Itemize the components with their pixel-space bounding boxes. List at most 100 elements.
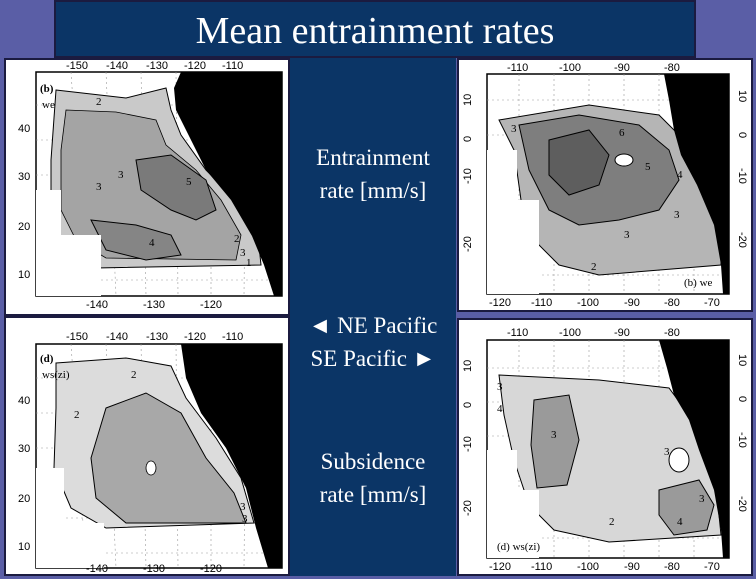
slide-title: Mean entrainment rates bbox=[54, 0, 696, 58]
tick-label: 30 bbox=[18, 171, 30, 183]
tick-label: -70 bbox=[704, 561, 720, 573]
tick-label: -140 bbox=[106, 60, 128, 72]
contour-label: 2 bbox=[74, 409, 80, 421]
tick-label: -20 bbox=[736, 496, 748, 512]
panel-label: (b) bbox=[40, 83, 54, 95]
tick-label: 20 bbox=[18, 221, 30, 233]
ne-entrainment-map-panel: 2 3 3 4 5 2 3 1 (b) we -150 -140 -130 -1… bbox=[4, 58, 290, 316]
tick-label: 30 bbox=[271, 180, 283, 192]
tick-label: 40 bbox=[18, 123, 30, 135]
contour-label: 3 bbox=[664, 446, 670, 458]
tick-label: 10 bbox=[271, 550, 283, 562]
center-panel bbox=[290, 58, 456, 576]
tick-label: 20 bbox=[271, 502, 283, 514]
tick-label: 10 bbox=[18, 269, 30, 281]
tick-label: -130 bbox=[143, 299, 165, 311]
contour-label: 4 bbox=[497, 403, 503, 415]
tick-label: -100 bbox=[577, 561, 599, 573]
contour-label: 3 bbox=[624, 229, 630, 241]
subsidence-caption-line2: rate [mm/s] bbox=[319, 482, 427, 507]
tick-label: 10 bbox=[18, 541, 30, 553]
contour-label: 6 bbox=[619, 127, 625, 139]
tick-label: -120 bbox=[200, 563, 222, 574]
tick-label: -10 bbox=[736, 168, 748, 184]
tick-label: -80 bbox=[664, 561, 680, 573]
tick-label: 30 bbox=[271, 452, 283, 464]
contour-label: 3 bbox=[674, 209, 680, 221]
tick-label: -100 bbox=[559, 327, 581, 339]
se-subsidence-map-panel: 3 4 3 3 2 3 4 (d) ws(zi) -110 -100 -90 -… bbox=[457, 318, 753, 576]
tick-label: -120 bbox=[184, 331, 206, 343]
ne-top-contour-labels: 2 3 3 4 5 2 3 1 bbox=[96, 96, 252, 269]
tick-label: -90 bbox=[614, 327, 630, 339]
tick-label: -100 bbox=[577, 297, 599, 309]
contour-label: 3 bbox=[240, 247, 246, 259]
tick-label: -130 bbox=[143, 563, 165, 574]
tick-label: -110 bbox=[222, 331, 243, 343]
panel-sublabel: ws(zi) bbox=[42, 369, 70, 381]
subsidence-caption-line1: Subsidence bbox=[320, 449, 426, 474]
tick-label: 10 bbox=[736, 354, 748, 366]
contour-label: 3 bbox=[96, 181, 102, 193]
contour-label: 3 bbox=[699, 493, 705, 505]
tick-label: 20 bbox=[271, 230, 283, 242]
tick-label: -110 bbox=[507, 327, 528, 339]
ne-subsidence-map-panel: 2 2 3 3 (d) ws(zi) -150 -140 -130 -120 -… bbox=[4, 316, 290, 576]
panel-label: (d) ws(zi) bbox=[497, 541, 540, 553]
contour-label: 3 bbox=[242, 513, 248, 525]
tick-label: -150 bbox=[66, 331, 88, 343]
tick-label: -130 bbox=[146, 60, 168, 72]
tick-label: 10 bbox=[271, 278, 283, 290]
tick-label: -20 bbox=[736, 232, 748, 248]
contour-label: 3 bbox=[551, 429, 557, 441]
tick-label: -140 bbox=[106, 331, 128, 343]
tick-label: 40 bbox=[271, 132, 283, 144]
ne-top-axis-ticks: -150 -140 -130 -120 -110 -140 -130 -120 … bbox=[18, 60, 283, 311]
tick-label: -130 bbox=[146, 331, 168, 343]
tick-label: 10 bbox=[462, 360, 474, 372]
tick-label: 40 bbox=[271, 404, 283, 416]
tick-label: -20 bbox=[462, 236, 474, 252]
tick-label: -100 bbox=[559, 62, 581, 74]
entrainment-caption-line1: Entrainment bbox=[316, 145, 430, 170]
tick-label: -70 bbox=[704, 297, 720, 309]
contour-label: 2 bbox=[131, 369, 137, 381]
tick-label: -120 bbox=[200, 299, 222, 311]
se-entrainment-map-panel: 3 6 5 4 3 3 2 (b) we -110 -100 -90 -80 -… bbox=[457, 58, 753, 312]
tick-label: -20 bbox=[462, 500, 474, 516]
contour-label: 3 bbox=[511, 123, 517, 135]
contour-label: 4 bbox=[677, 169, 683, 181]
tick-label: 0 bbox=[462, 402, 474, 408]
se-pacific-pointer: SE Pacific ► bbox=[310, 346, 436, 371]
tick-label: -110 bbox=[222, 60, 243, 72]
contour-label: 2 bbox=[591, 261, 597, 273]
ne-bottom-contour-labels: 2 2 3 3 bbox=[74, 369, 248, 525]
tick-label: -120 bbox=[184, 60, 206, 72]
tick-label: -140 bbox=[86, 299, 108, 311]
tick-label: 0 bbox=[736, 132, 748, 138]
tick-label: -110 bbox=[531, 297, 552, 309]
contour-label: 3 bbox=[497, 381, 503, 393]
ne-entrainment-map: 2 3 3 4 5 2 3 1 (b) we -150 -140 -130 -1… bbox=[18, 60, 283, 311]
contour-label: 2 bbox=[234, 233, 240, 245]
panel-label: (b) we bbox=[684, 277, 713, 289]
tick-label: 10 bbox=[462, 94, 474, 106]
se-bottom-contour-labels: 3 4 3 3 2 3 4 bbox=[497, 381, 705, 528]
se-subsidence-map: 3 4 3 3 2 3 4 (d) ws(zi) -110 -100 -90 -… bbox=[462, 327, 748, 573]
tick-label: -10 bbox=[462, 168, 474, 184]
tick-label: -120 bbox=[489, 297, 511, 309]
tick-label: -80 bbox=[664, 327, 680, 339]
se-top-axis-ticks: -110 -100 -90 -80 -120 -110 -100 -90 -80… bbox=[462, 62, 748, 309]
tick-label: -90 bbox=[614, 62, 630, 74]
ne-pacific-pointer: ◄ NE Pacific bbox=[308, 313, 438, 338]
tick-label: 30 bbox=[18, 443, 30, 455]
contour-label: 4 bbox=[677, 516, 683, 528]
tick-label: 10 bbox=[736, 90, 748, 102]
contour-label: 5 bbox=[645, 161, 651, 173]
tick-label: -120 bbox=[489, 561, 511, 573]
tick-label: -110 bbox=[507, 62, 528, 74]
contour-label: 5 bbox=[186, 176, 192, 188]
tick-label: -90 bbox=[624, 561, 640, 573]
se-entrainment-map: 3 6 5 4 3 3 2 (b) we -110 -100 -90 -80 -… bbox=[462, 62, 748, 309]
tick-label: -10 bbox=[736, 432, 748, 448]
